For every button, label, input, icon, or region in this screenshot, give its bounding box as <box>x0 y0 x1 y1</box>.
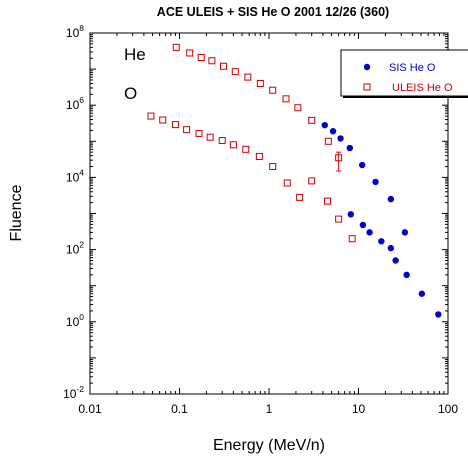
data-point <box>294 104 302 112</box>
x-tick-label: 0.01 <box>78 402 102 416</box>
legend: SIS He O ULEIS He O <box>340 49 468 98</box>
data-point <box>387 244 395 252</box>
y-tick-label: 102 <box>66 240 84 257</box>
x-tick-label: 100 <box>438 402 458 416</box>
data-point <box>229 141 237 149</box>
x-tick-label: 10 <box>352 402 366 416</box>
data-point <box>171 121 179 129</box>
x-tick-label: 0.1 <box>171 402 188 416</box>
legend-label-uleis: ULEIS He O <box>392 82 453 94</box>
data-point <box>208 57 216 65</box>
data-point <box>172 43 180 51</box>
data-point <box>347 211 354 218</box>
data-point <box>378 238 385 245</box>
data-point <box>296 193 304 201</box>
data-point <box>242 145 250 153</box>
y-tick-label: 108 <box>66 23 84 40</box>
y-tick-label: 106 <box>66 95 84 112</box>
data-point <box>337 135 344 142</box>
y-axis-label: Fluence <box>8 184 25 241</box>
data-point <box>218 137 226 145</box>
y-tick-label: 104 <box>66 167 84 184</box>
data-point <box>308 116 316 124</box>
legend-box <box>340 49 468 97</box>
data-point <box>359 221 367 229</box>
data-point <box>159 116 167 124</box>
data-point <box>282 95 290 103</box>
data-point <box>183 126 191 134</box>
legend-marker-sis <box>363 63 371 71</box>
data-point <box>219 62 227 70</box>
data-point <box>269 163 277 171</box>
data-point <box>346 144 354 152</box>
data-point <box>403 271 410 279</box>
data-point <box>323 197 331 205</box>
data-point <box>372 178 379 186</box>
data-point <box>186 49 194 57</box>
species-label: O <box>124 84 137 103</box>
species-label: He <box>124 45 146 64</box>
x-tick-label: 1 <box>266 402 273 416</box>
data-point <box>366 229 373 236</box>
data-point <box>321 121 328 129</box>
data-point <box>195 129 203 137</box>
data-point <box>308 177 316 185</box>
data-point <box>359 161 366 169</box>
chart-title: ACE ULEIS + SIS He O 2001 12/26 (360) <box>157 5 389 19</box>
data-point <box>348 235 356 243</box>
series-uleis <box>147 43 356 243</box>
data-point <box>255 152 263 160</box>
legend-label-sis: SIS He O <box>389 62 436 74</box>
legend-shadow <box>343 96 468 98</box>
data-point <box>231 68 239 76</box>
data-point <box>244 73 252 81</box>
data-point <box>435 311 442 318</box>
data-layer <box>147 43 442 318</box>
plot-frame <box>89 32 449 395</box>
data-point <box>324 137 332 145</box>
x-axis-label: Energy (MeV/n) <box>213 437 325 454</box>
tick-labels: 0.01 0.1 1 10 100 10-2 100 102 104 106 108 <box>63 23 458 416</box>
data-point <box>392 257 399 264</box>
data-point <box>206 133 214 141</box>
data-point <box>269 86 277 94</box>
series-sis <box>321 121 442 318</box>
y-tick-label: 10-2 <box>63 384 84 401</box>
data-point <box>197 53 205 61</box>
data-point <box>387 195 395 203</box>
data-point <box>418 290 426 297</box>
data-point <box>401 229 409 236</box>
data-point <box>329 128 337 135</box>
legend-marker-uleis <box>363 83 371 91</box>
data-point <box>147 112 155 120</box>
data-point <box>335 215 343 223</box>
data-point <box>283 179 291 187</box>
annotations: He O <box>124 45 146 103</box>
y-tick-label: 100 <box>66 312 84 329</box>
data-point <box>256 79 264 87</box>
